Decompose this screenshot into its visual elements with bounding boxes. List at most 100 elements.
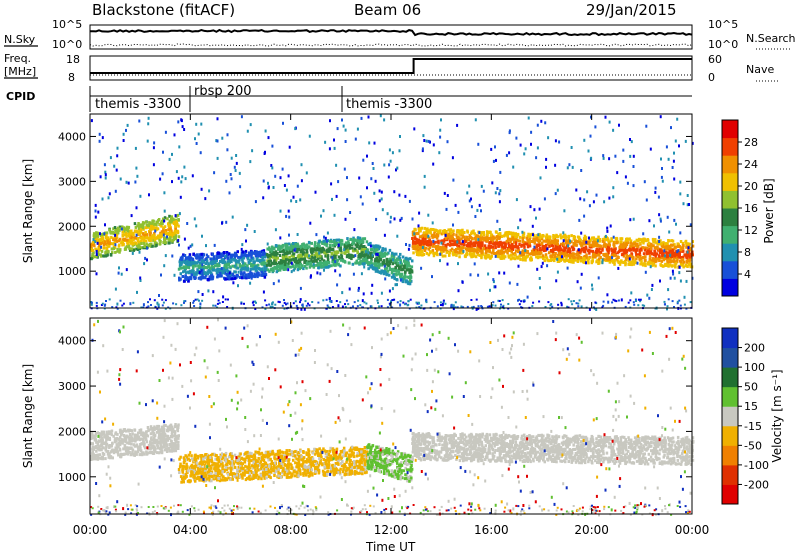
data-cell	[580, 259, 584, 263]
data-cell	[144, 256, 147, 260]
data-cell	[164, 254, 167, 258]
data-cell	[489, 256, 492, 260]
data-cell	[585, 261, 587, 265]
data-cell	[555, 244, 558, 248]
data-cell	[470, 299, 473, 301]
data-cell	[313, 245, 317, 248]
data-cell	[322, 264, 325, 268]
data-cell	[285, 214, 288, 218]
data-cell	[479, 244, 482, 247]
data-cell	[102, 243, 106, 247]
data-cell	[438, 231, 441, 235]
data-cell	[196, 271, 200, 275]
data-cell	[494, 246, 497, 250]
data-cell	[371, 244, 375, 248]
data-cell	[166, 217, 169, 221]
data-cell	[326, 304, 329, 307]
data-cell	[668, 244, 671, 248]
data-cell	[456, 123, 459, 127]
data-cell	[519, 251, 522, 255]
data-cell	[318, 259, 322, 263]
data-cell	[163, 264, 166, 268]
data-cell	[528, 252, 531, 256]
data-cell	[124, 227, 127, 231]
data-cell	[146, 258, 148, 262]
data-cell	[427, 253, 431, 257]
data-cell	[299, 301, 301, 304]
data-cell	[474, 255, 478, 259]
data-cell	[651, 259, 654, 263]
data-cell	[634, 242, 637, 246]
data-cell	[232, 253, 235, 257]
data-cell	[114, 243, 117, 247]
data-cell	[106, 239, 109, 243]
data-cell	[173, 231, 177, 235]
data-cell	[139, 279, 142, 282]
data-cell	[370, 305, 373, 308]
data-cell	[270, 253, 273, 257]
data-cell	[136, 230, 140, 234]
freq-line	[90, 58, 692, 74]
data-cell	[305, 247, 308, 251]
data-cell	[163, 225, 167, 229]
data-cell	[436, 232, 439, 236]
data-cell	[202, 253, 206, 257]
data-cell	[263, 265, 266, 269]
data-cell	[136, 224, 139, 228]
data-cell	[302, 267, 305, 271]
data-cell	[226, 275, 229, 279]
data-cell	[309, 221, 312, 225]
data-cell	[358, 241, 361, 245]
data-cell	[610, 239, 613, 243]
data-cell	[666, 305, 669, 308]
data-cell	[423, 174, 426, 178]
data-cell	[598, 239, 602, 243]
data-cell	[460, 237, 463, 241]
data-cell	[418, 302, 420, 305]
data-cell	[640, 260, 643, 264]
data-cell	[107, 196, 110, 200]
data-cell	[161, 172, 164, 176]
data-cell	[570, 146, 573, 149]
data-cell	[101, 197, 104, 201]
data-cell	[549, 259, 552, 262]
data-cell	[508, 151, 511, 155]
data-cell	[293, 246, 296, 250]
data-cell	[650, 244, 653, 248]
data-cell	[358, 245, 361, 249]
data-cell	[319, 261, 322, 265]
data-cell	[570, 300, 573, 303]
data-cell	[168, 238, 172, 242]
data-cell	[236, 266, 240, 270]
data-cell	[182, 270, 185, 274]
data-cell	[149, 223, 152, 227]
data-cell	[472, 305, 475, 308]
data-cell	[227, 271, 230, 275]
colorbar-tick-label: 16	[744, 202, 758, 215]
data-cell	[127, 244, 131, 248]
data-cell	[354, 137, 357, 141]
data-cell	[240, 115, 243, 119]
data-cell	[336, 250, 340, 254]
data-cell	[271, 301, 274, 304]
data-cell	[243, 271, 246, 275]
data-cell	[558, 246, 562, 250]
data-cell	[498, 271, 501, 275]
data-cell	[673, 151, 675, 155]
data-cell	[240, 276, 243, 280]
data-cell	[565, 239, 568, 243]
data-cell	[448, 250, 451, 254]
data-cell	[90, 119, 93, 123]
data-cell	[411, 241, 415, 245]
data-cell	[132, 233, 135, 237]
data-cell	[366, 248, 369, 252]
data-cell	[498, 232, 502, 235]
data-cell	[542, 234, 545, 238]
data-cell	[104, 231, 107, 235]
data-cell	[492, 251, 496, 255]
data-cell	[281, 249, 285, 253]
data-cell	[331, 197, 333, 201]
data-cell	[134, 236, 137, 240]
data-cell	[403, 303, 406, 306]
data-cell	[481, 244, 484, 247]
